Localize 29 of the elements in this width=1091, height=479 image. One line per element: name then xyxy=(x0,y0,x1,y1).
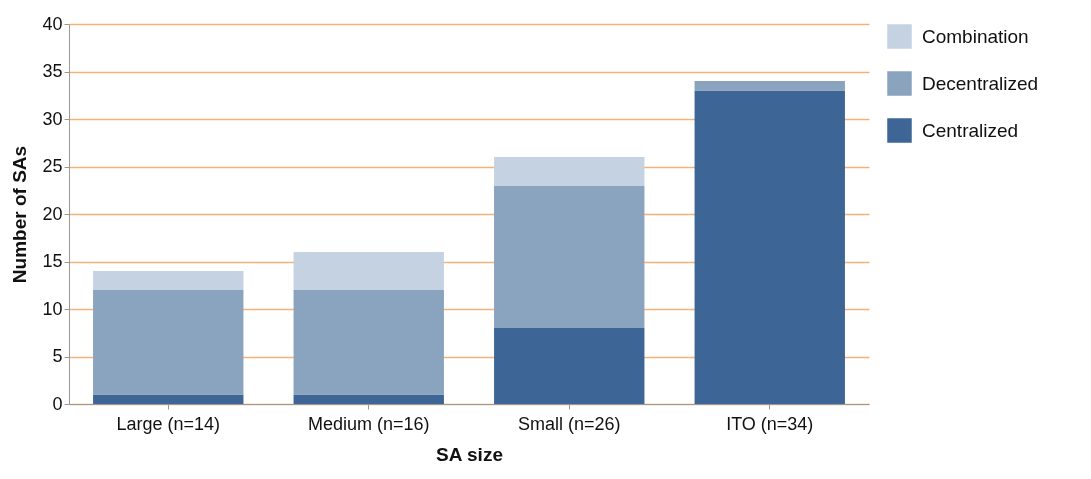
x-tick-label: Small (n=26) xyxy=(517,413,621,434)
x-axis-title: SA size xyxy=(436,443,503,465)
y-tick-label: 5 xyxy=(52,346,63,366)
legend-label: Decentralized xyxy=(922,72,1039,94)
bar xyxy=(694,81,845,91)
y-tick-label: 35 xyxy=(42,61,63,81)
bar xyxy=(494,185,645,328)
y-tick-label: 20 xyxy=(42,203,63,224)
bar xyxy=(494,157,645,186)
y-tick-label: 25 xyxy=(42,156,63,176)
y-tick-label: 15 xyxy=(42,251,63,271)
y-tick-label: 30 xyxy=(42,108,63,129)
bar xyxy=(694,90,845,404)
bar xyxy=(293,394,444,404)
y-axis-title: Number of SAs xyxy=(9,145,31,284)
y-tick-label: 40 xyxy=(42,13,63,34)
bar xyxy=(293,252,444,290)
x-tick-label: Large (n=14) xyxy=(116,413,221,434)
y-tick-label: 10 xyxy=(42,298,63,319)
bar xyxy=(93,394,244,404)
bar xyxy=(494,328,645,404)
y-tick-label: 0 xyxy=(52,393,63,414)
x-tick-label: Medium (n=16) xyxy=(307,413,430,434)
legend-label: Centralized xyxy=(922,119,1019,141)
bar xyxy=(293,290,444,395)
bar xyxy=(93,290,244,395)
legend-label: Combination xyxy=(922,25,1029,47)
x-tick-label: ITO (n=34) xyxy=(726,413,814,434)
bar xyxy=(93,271,244,290)
